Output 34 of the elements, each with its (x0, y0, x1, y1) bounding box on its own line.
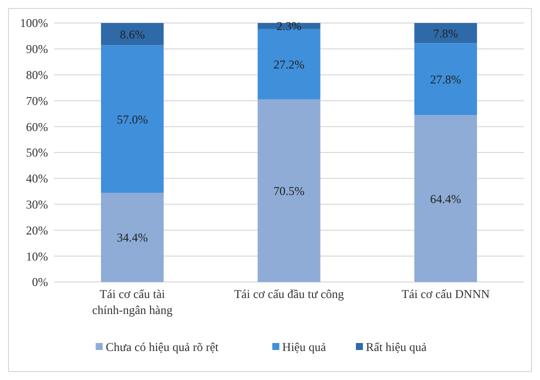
y-tick-label: 100% (20, 16, 48, 30)
bar (101, 23, 164, 46)
y-tick-label: 60% (26, 120, 48, 134)
bar (258, 28, 320, 100)
bar (101, 192, 164, 282)
data-label: 27.8% (430, 72, 462, 86)
data-label: 34.4% (116, 230, 148, 245)
data-label: 70.5% (274, 184, 304, 198)
legend-label: Rất hiệu quả (366, 340, 428, 354)
data-label: 27.2% (274, 57, 304, 72)
y-tick-label: 30% (26, 198, 48, 212)
data-label: 8.6% (120, 27, 145, 42)
x-tick-label: Tái cơ cấu DNNN (402, 287, 490, 301)
y-tick-label: 50% (26, 146, 48, 160)
bar (101, 45, 164, 193)
y-tick-label: 40% (26, 172, 48, 186)
bar (414, 43, 477, 116)
x-tick-label: Tái cơ cấu tài chính-ngân hàng (92, 287, 172, 317)
legend-label: Chưa có hiệu quả rõ rệt (106, 340, 220, 354)
data-label: 7.8% (433, 26, 458, 40)
y-tick-label: 80% (26, 68, 48, 82)
legend-label: Hiệu quả (282, 340, 327, 354)
data-label: 2.3% (276, 19, 302, 34)
y-tick-label: 0% (32, 275, 48, 290)
bar (258, 99, 320, 282)
x-tick-label: Tái cơ cấu đầu tư công (234, 287, 344, 301)
bar (414, 115, 477, 282)
y-tick-label: 10% (26, 249, 48, 264)
bar (414, 23, 477, 44)
data-label: 57.0% (116, 112, 148, 126)
y-tick-label: 70% (26, 94, 48, 108)
y-tick-label: 90% (26, 42, 48, 56)
data-label: 64.4% (430, 192, 462, 206)
y-tick-label: 20% (26, 223, 48, 238)
